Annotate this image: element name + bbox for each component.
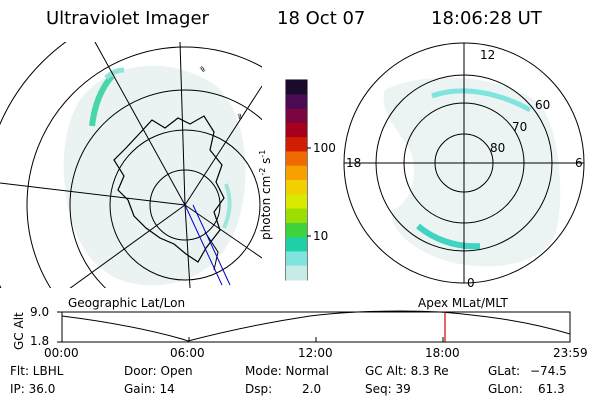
filter-status: Flt: LBHL [10,364,64,378]
observation-date: 18 Oct 07 [277,8,366,29]
ip-status: IP: 36.0 [10,382,56,396]
mlat-label-60: 60 [535,98,551,112]
time-tick-0000: 00:00 [44,346,79,360]
magnetic-caption: Apex MLat/MLT [418,296,508,310]
colorbar-unit-text: photon cm [259,175,273,240]
colorbar-segment [286,122,307,138]
time-tick-0600: 06:00 [170,346,205,360]
sequence-status: Seq: 39 [365,382,411,396]
colorbar-segment [286,151,307,167]
colorbar-unit-exp2: -1 [258,149,267,158]
gc-altitude-status: GC Alt: 8.3 Re [365,364,449,378]
colorbar-segment [286,80,307,95]
color-scale-bar [285,79,311,281]
altitude-ymin: 1.8 [30,334,50,348]
colorbar-segment [286,165,307,181]
mlt-label-12: 12 [480,48,496,62]
altitude-ymax: 9.0 [30,305,50,319]
glat-label: GLat: [488,364,521,378]
instrument-title: Ultraviolet Imager [46,8,209,29]
colorbar-segment [286,180,307,195]
colorbar-unit-label: photon cm-2 s-1 [258,150,273,240]
colorbar-segment [286,222,307,238]
colorbar-segment [286,94,307,110]
colorbar-segment [286,137,307,152]
left-emission-field [63,65,246,286]
magnetic-polar-plot [343,42,585,284]
colorbar-segment [286,237,307,252]
right-emission-field [383,77,561,267]
colorbar-segment [286,108,307,124]
mlat-label-80: 80 [490,141,506,155]
mlat-label-70: 70 [512,120,528,134]
mlt-label-6: 6 [575,156,583,170]
colorbar-segment [286,265,307,281]
satellite-track [184,204,223,286]
svg-text:≈: ≈ [233,112,245,123]
altitude-curve [61,310,571,342]
glon-label: GLon: [488,382,523,396]
glat-value: −74.5 [530,364,567,378]
colorbar-tick-100: 100 [313,141,336,155]
door-status: Door: Open [124,364,193,378]
altitude-axis-label: GC Alt [12,312,26,350]
dsp-value: 2.0 [302,382,322,396]
observation-time: 18:06:28 UT [431,8,542,29]
geographic-caption: Geographic Lat/Lon [68,296,186,310]
altitude-plot [57,310,571,343]
time-tick-1800: 18:00 [425,346,460,360]
mlt-label-18: 18 [346,156,362,170]
coastline [113,115,225,263]
right-aurora-arc-dusk [431,88,532,113]
colorbar-tick-10: 10 [313,229,329,243]
glon-value: 61.3 [538,382,565,396]
geographic-map: ≈ ≈ [0,42,262,288]
left-aurora-arc [89,74,115,127]
right-aurora-arc-dawn [416,223,481,250]
colorbar-unit-exp1: -2 [258,167,267,176]
colorbar-segment [286,194,307,210]
mlt-label-0: 0 [467,276,475,290]
colorbar-segment [286,208,307,224]
mode-status: Mode: Normal [245,364,329,378]
time-tick-2359: 23:59 [553,346,588,360]
colorbar-segment [286,251,307,267]
svg-text:≈: ≈ [196,64,209,76]
dsp-label: Dsp: [245,382,273,396]
time-tick-1200: 12:00 [298,346,333,360]
gain-status: Gain: 14 [124,382,175,396]
colorbar-unit-s: s [259,157,273,164]
